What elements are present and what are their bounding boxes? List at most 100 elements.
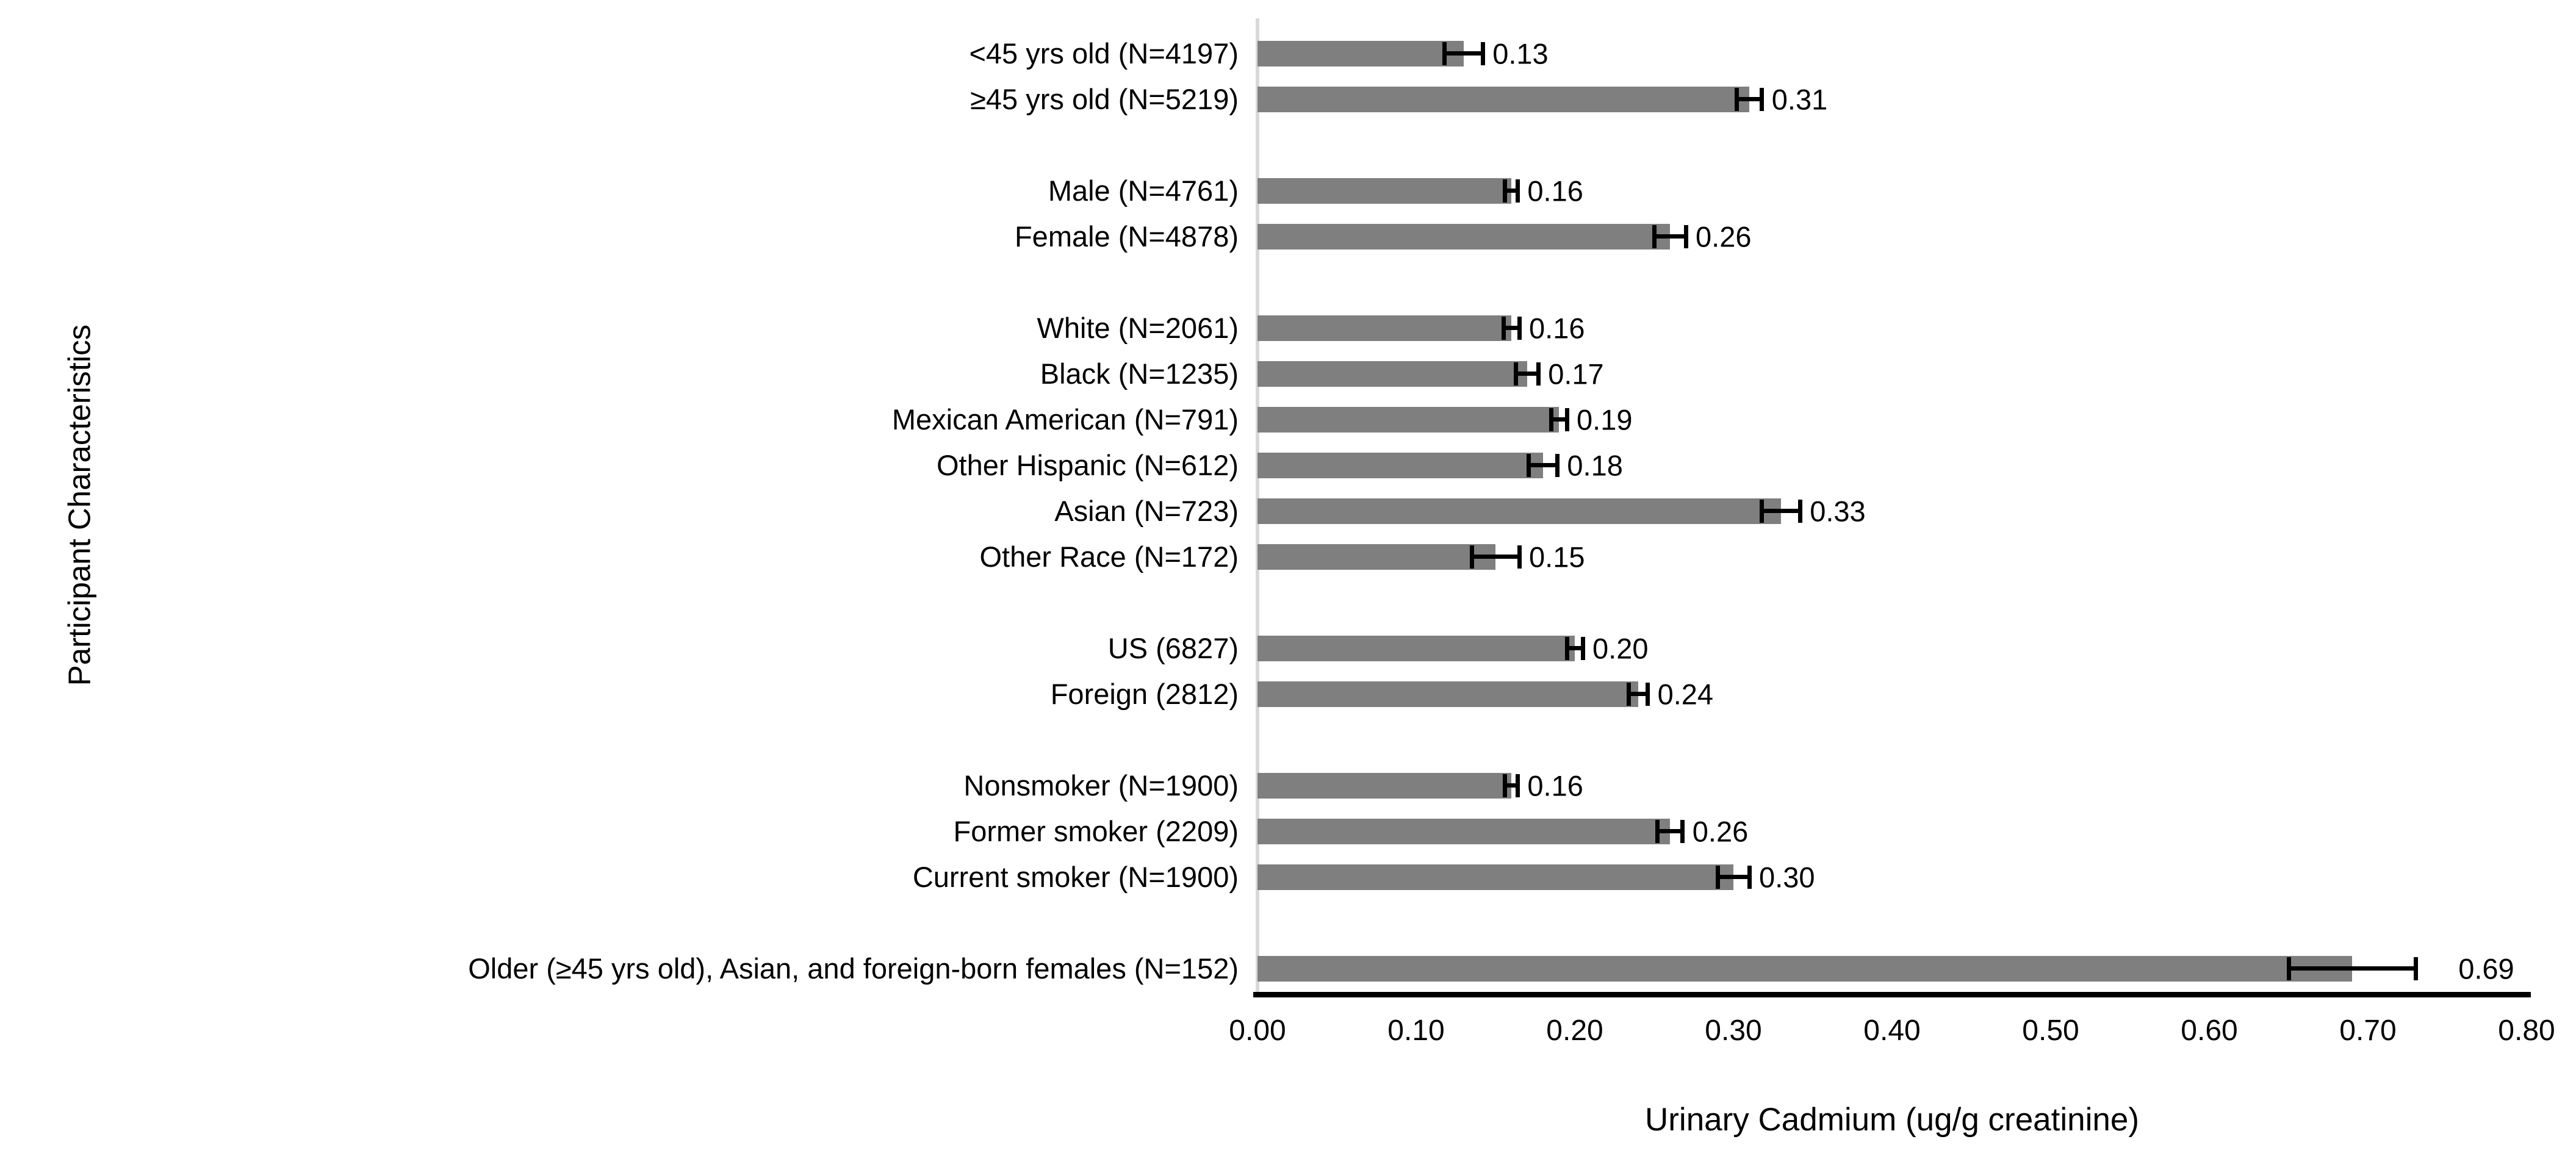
error-bar <box>1761 509 1801 513</box>
value-label: 0.16 <box>1527 174 1583 207</box>
bar <box>1257 864 1733 890</box>
bar <box>1257 361 1527 387</box>
error-bar <box>1472 555 1519 559</box>
error-bar-cap <box>2286 957 2291 980</box>
x-tick-label: 0.20 <box>1546 1014 1603 1047</box>
error-bar-cap <box>1536 362 1541 386</box>
bar <box>1257 498 1781 524</box>
error-bar-cap <box>1564 408 1569 431</box>
error-bar-cap <box>1564 636 1569 660</box>
error-bar <box>1528 463 1558 467</box>
x-tick-label: 0.40 <box>1863 1014 1921 1047</box>
error-bar-cap <box>1442 41 1447 65</box>
error-bar <box>2289 966 2416 971</box>
bar <box>1257 86 1749 112</box>
error-bar <box>1628 692 1648 696</box>
category-label: Other Hispanic (N=612) <box>936 448 1239 481</box>
value-label: 0.15 <box>1529 540 1585 573</box>
category-label: White (N=2061) <box>1037 311 1239 344</box>
category-label: Foreign (2812) <box>1050 677 1239 710</box>
category-label: Black (N=1235) <box>1040 357 1239 390</box>
x-tick-label: 0.50 <box>2022 1014 2079 1047</box>
error-bar-cap <box>1797 499 1802 523</box>
value-label: 0.69 <box>2458 952 2514 985</box>
error-bar-cap <box>1514 362 1519 386</box>
error-bar-cap <box>1760 499 1765 523</box>
error-bar-cap <box>1549 408 1553 431</box>
error-bar-cap <box>1652 224 1657 248</box>
error-bar <box>1654 234 1686 239</box>
error-bar-cap <box>1527 453 1531 477</box>
bar <box>1257 955 2352 982</box>
error-bar-cap <box>1715 865 1720 889</box>
error-bar-cap <box>1580 636 1585 660</box>
error-bar-cap <box>1515 774 1520 797</box>
bar <box>1257 772 1511 799</box>
category-label: Other Race (N=172) <box>979 540 1239 573</box>
value-label: 0.24 <box>1657 678 1714 710</box>
value-label: 0.18 <box>1567 449 1623 481</box>
value-label: 0.30 <box>1759 861 1815 893</box>
error-bar <box>1503 326 1519 330</box>
value-label: 0.33 <box>1810 495 1866 527</box>
error-bar-cap <box>2413 957 2418 980</box>
x-tick-label: 0.80 <box>2498 1014 2555 1047</box>
category-label: Female (N=4878) <box>1014 220 1239 253</box>
x-tick-label: 0.10 <box>1387 1014 1445 1047</box>
bar <box>1257 681 1638 707</box>
error-bar-cap <box>1655 819 1660 843</box>
category-label: US (6827) <box>1107 631 1239 664</box>
error-bar <box>1505 189 1518 193</box>
bar <box>1257 544 1495 570</box>
error-bar <box>1657 829 1683 833</box>
value-label: 0.16 <box>1527 769 1583 802</box>
error-bar-cap <box>1683 224 1688 248</box>
error-bar-cap <box>1480 41 1485 65</box>
bar <box>1257 40 1464 66</box>
error-bar-cap <box>1760 87 1765 111</box>
error-bar-cap <box>1503 179 1508 203</box>
bar <box>1257 178 1511 204</box>
value-label: 0.16 <box>1529 312 1585 344</box>
error-bar-cap <box>1646 682 1650 706</box>
category-label: Male (N=4761) <box>1048 174 1239 207</box>
error-bar <box>1516 372 1539 376</box>
category-label: Asian (N=723) <box>1054 494 1239 527</box>
value-label: 0.19 <box>1577 403 1633 436</box>
error-bar-cap <box>1503 774 1508 797</box>
category-label: Older (≥45 yrs old), Asian, and foreign-… <box>468 952 1239 985</box>
error-bar <box>1551 417 1567 422</box>
category-label: ≥45 yrs old (N=5219) <box>970 82 1239 115</box>
category-label: Current smoker (N=1900) <box>912 860 1239 893</box>
value-label: 0.17 <box>1548 357 1604 390</box>
error-bar-cap <box>1555 453 1560 477</box>
value-label: 0.26 <box>1692 815 1749 847</box>
error-bar-cap <box>1747 865 1752 889</box>
x-tick-label: 0.30 <box>1705 1014 1762 1047</box>
value-label: 0.26 <box>1696 220 1752 253</box>
error-bar-cap <box>1469 545 1474 569</box>
error-bar-cap <box>1501 316 1506 340</box>
x-axis-title: Urinary Cadmium (ug/g creatinine) <box>1644 1102 2140 1138</box>
x-tick-label: 0.00 <box>1229 1014 1286 1047</box>
bar <box>1257 635 1575 661</box>
bar <box>1257 452 1543 478</box>
category-label: Mexican American (N=791) <box>891 403 1239 436</box>
x-tick-label: 0.60 <box>2181 1014 2238 1047</box>
error-bar <box>1444 51 1483 56</box>
error-bar-cap <box>1734 87 1739 111</box>
error-bar-cap <box>1626 682 1631 706</box>
y-axis-title: Participant Characteristics <box>62 324 97 686</box>
x-axis-line <box>1253 992 2531 997</box>
value-label: 0.20 <box>1592 632 1649 664</box>
bar <box>1257 818 1670 844</box>
error-bar <box>1567 646 1583 650</box>
category-label: Former smoker (2209) <box>953 814 1239 847</box>
bar <box>1257 406 1559 433</box>
error-bar-cap <box>1515 179 1520 203</box>
error-bar-cap <box>1517 316 1522 340</box>
error-bar-cap <box>1517 545 1522 569</box>
bar <box>1257 223 1670 250</box>
category-label: <45 yrs old (N=4197) <box>969 37 1239 70</box>
